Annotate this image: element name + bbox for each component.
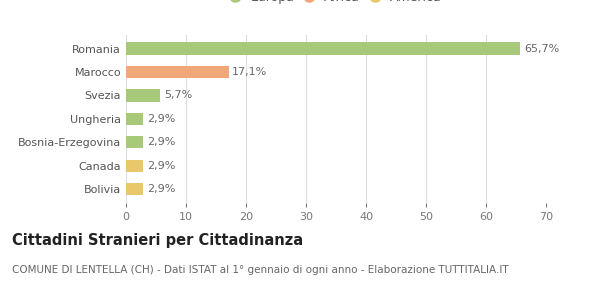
Bar (126, 113, 143, 125)
Text: 2,9%: 2,9% (147, 161, 175, 171)
Text: 65,7%: 65,7% (524, 44, 559, 54)
Text: 17,1%: 17,1% (232, 67, 268, 77)
Bar (126, 183, 143, 195)
Text: 2,9%: 2,9% (147, 184, 175, 194)
Text: COMUNE DI LENTELLA (CH) - Dati ISTAT al 1° gennaio di ogni anno - Elaborazione T: COMUNE DI LENTELLA (CH) - Dati ISTAT al … (12, 264, 509, 275)
Text: 2,9%: 2,9% (147, 114, 175, 124)
Bar (126, 42, 520, 55)
Bar (126, 160, 143, 172)
Legend: Europa, Africa, America: Europa, Africa, America (230, 0, 442, 3)
Bar (126, 136, 143, 148)
Text: Cittadini Stranieri per Cittadinanza: Cittadini Stranieri per Cittadinanza (12, 233, 303, 248)
Bar (126, 66, 229, 78)
Text: 2,9%: 2,9% (147, 137, 175, 147)
Text: 5,7%: 5,7% (164, 90, 192, 100)
Bar (126, 89, 160, 101)
